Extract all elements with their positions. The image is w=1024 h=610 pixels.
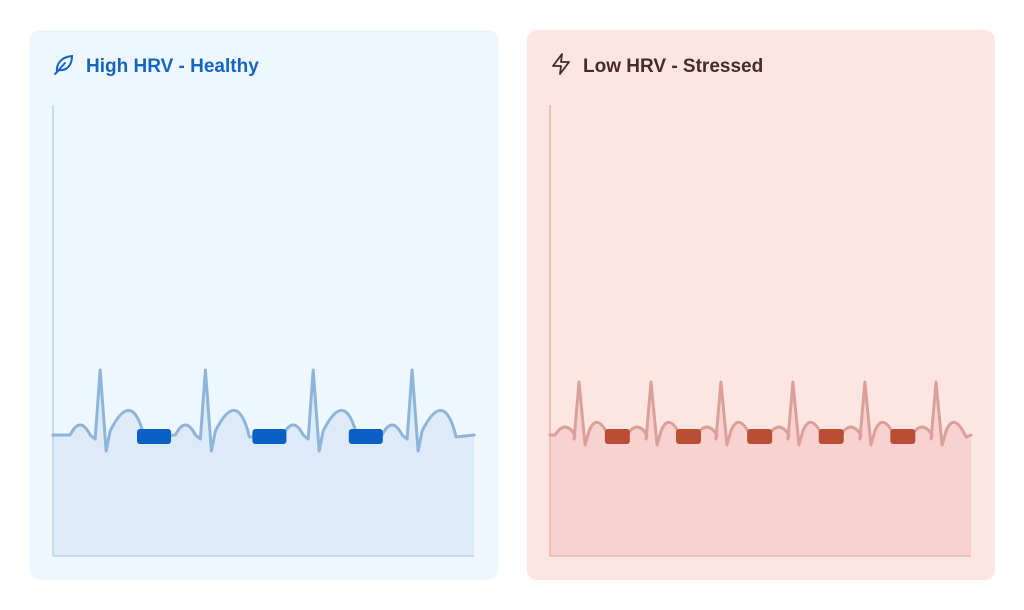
high-hrv-panel: High HRV - Healthy [30, 30, 498, 580]
area-fill [550, 382, 971, 556]
rr-interval-marker [890, 429, 916, 444]
chart-title: High HRV - Healthy [86, 56, 259, 77]
low-hrv-panel: Low HRV - Stressed [527, 30, 995, 580]
rr-interval-marker [747, 429, 773, 444]
rr-interval-marker [137, 429, 172, 444]
lightning-icon [549, 52, 573, 82]
rr-interval-marker [348, 429, 383, 444]
rr-interval-marker [818, 429, 844, 444]
chart-title: Low HRV - Stressed [583, 56, 764, 77]
rr-interval-marker [252, 429, 287, 444]
panel-title: Low HRV - Stressed [549, 52, 763, 82]
rr-interval-marker [604, 429, 630, 444]
rr-interval-marker [676, 429, 702, 444]
panel-title: High HRV - Healthy [52, 52, 259, 82]
ecg-chart-low-hrv [548, 105, 973, 557]
leaf-icon [52, 52, 76, 82]
area-fill [53, 370, 474, 556]
ecg-chart-high-hrv [51, 105, 476, 557]
